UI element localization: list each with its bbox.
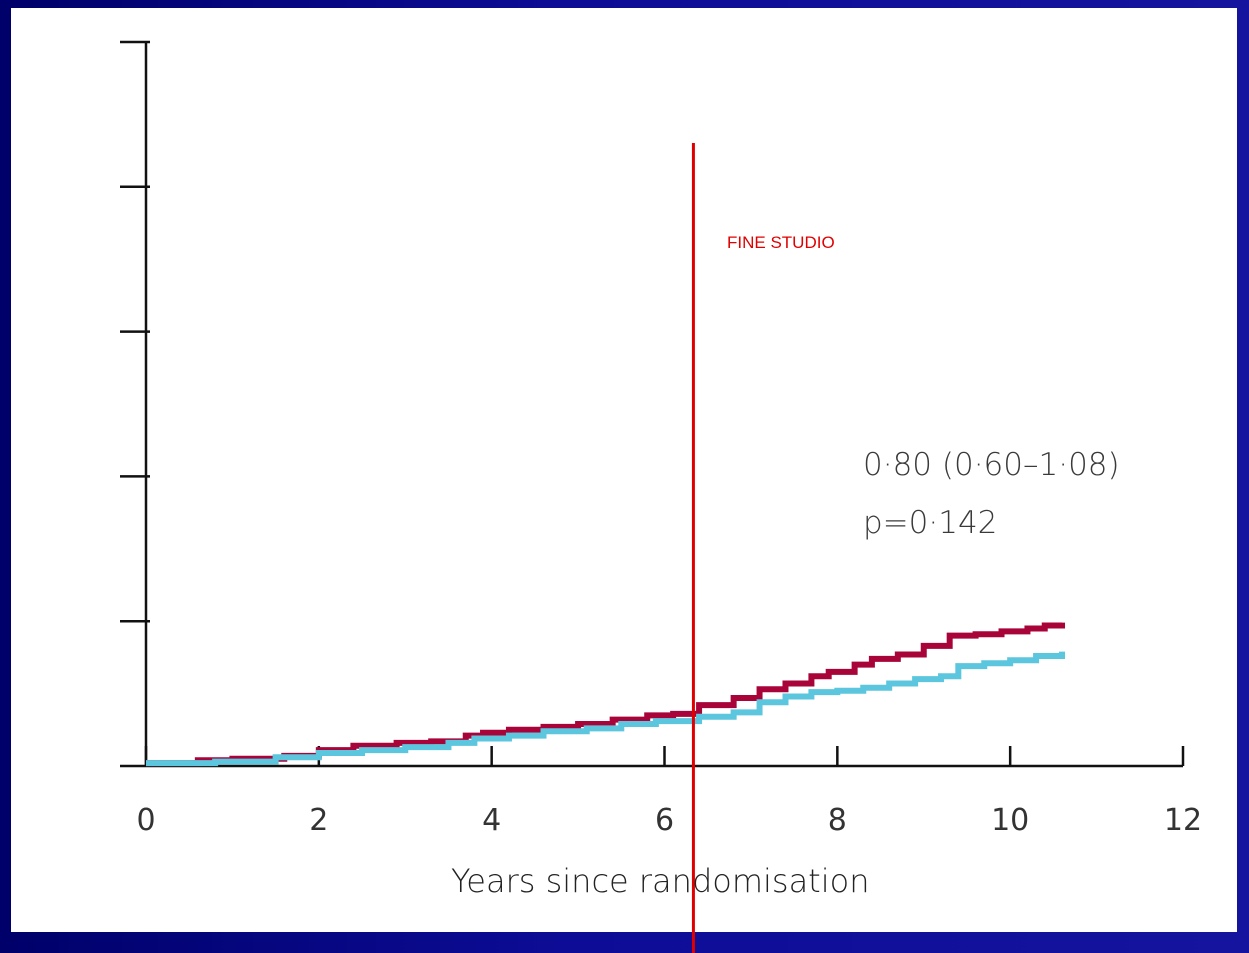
x-tick-label: 6: [655, 803, 674, 838]
series-line-treatment: [146, 651, 1066, 767]
chart-panel: [11, 8, 1237, 932]
x-tick-label: 12: [1164, 803, 1202, 838]
x-tick-label: 4: [482, 803, 501, 838]
x-tick-label: 0: [136, 803, 155, 838]
x-tick-label: 2: [309, 803, 328, 838]
x-axis-label: Years since randomisation: [451, 862, 870, 900]
x-tick-label: 10: [991, 803, 1029, 838]
series-line-control: [146, 622, 1066, 767]
hazard-ratio-annotation: 0·80 (0·60–1·08): [863, 447, 1120, 483]
x-tick-label: 8: [828, 803, 847, 838]
fine-studio-label: FINE STUDIO: [727, 233, 835, 252]
p-value-annotation: p=0·142: [863, 505, 998, 541]
